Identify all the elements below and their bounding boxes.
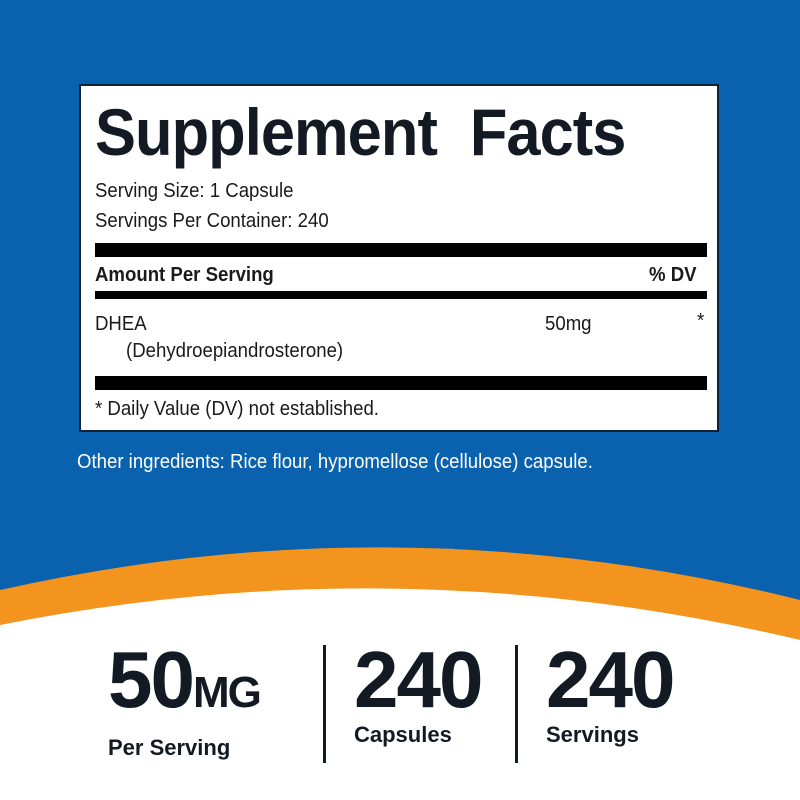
stat-label: Per Serving [108, 735, 231, 760]
thick-rule [95, 243, 707, 257]
serving-size: Serving Size: 1 Capsule [95, 180, 294, 202]
thick-rule [95, 376, 707, 390]
stat-label: Capsules [354, 722, 452, 747]
footnote: * Daily Value (DV) not established. [95, 398, 379, 420]
stat-value: 240 [546, 635, 675, 724]
stat-value: 240 [354, 635, 483, 724]
medium-rule [95, 291, 707, 299]
stat-servings: 240 Servings [546, 635, 675, 748]
servings-per-container: Servings Per Container: 240 [95, 210, 329, 232]
ingredient-subname: (Dehydroepiandrosterone) [126, 340, 344, 362]
divider [323, 645, 326, 763]
stat-unit: MG [192, 668, 262, 717]
other-ingredients: Other ingredients: Rice flour, hypromell… [77, 451, 593, 473]
supplement-facts-panel: Supplement Facts Serving Size: 1 Capsule… [79, 84, 719, 432]
stat-dose: 50MG Per Serving [108, 640, 262, 761]
ingredient-name: DHEA [95, 313, 147, 335]
dv-header: % DV [649, 264, 697, 286]
ingredient-amount: 50mg [545, 313, 592, 335]
divider [515, 645, 518, 763]
stat-capsules: 240 Capsules [354, 635, 483, 748]
stat-value: 50 [108, 635, 195, 724]
ingredient-dv: * [697, 310, 705, 332]
amount-header: Amount Per Serving [95, 264, 274, 286]
panel-title: Supplement Facts [95, 95, 626, 169]
stat-label: Servings [546, 722, 639, 747]
